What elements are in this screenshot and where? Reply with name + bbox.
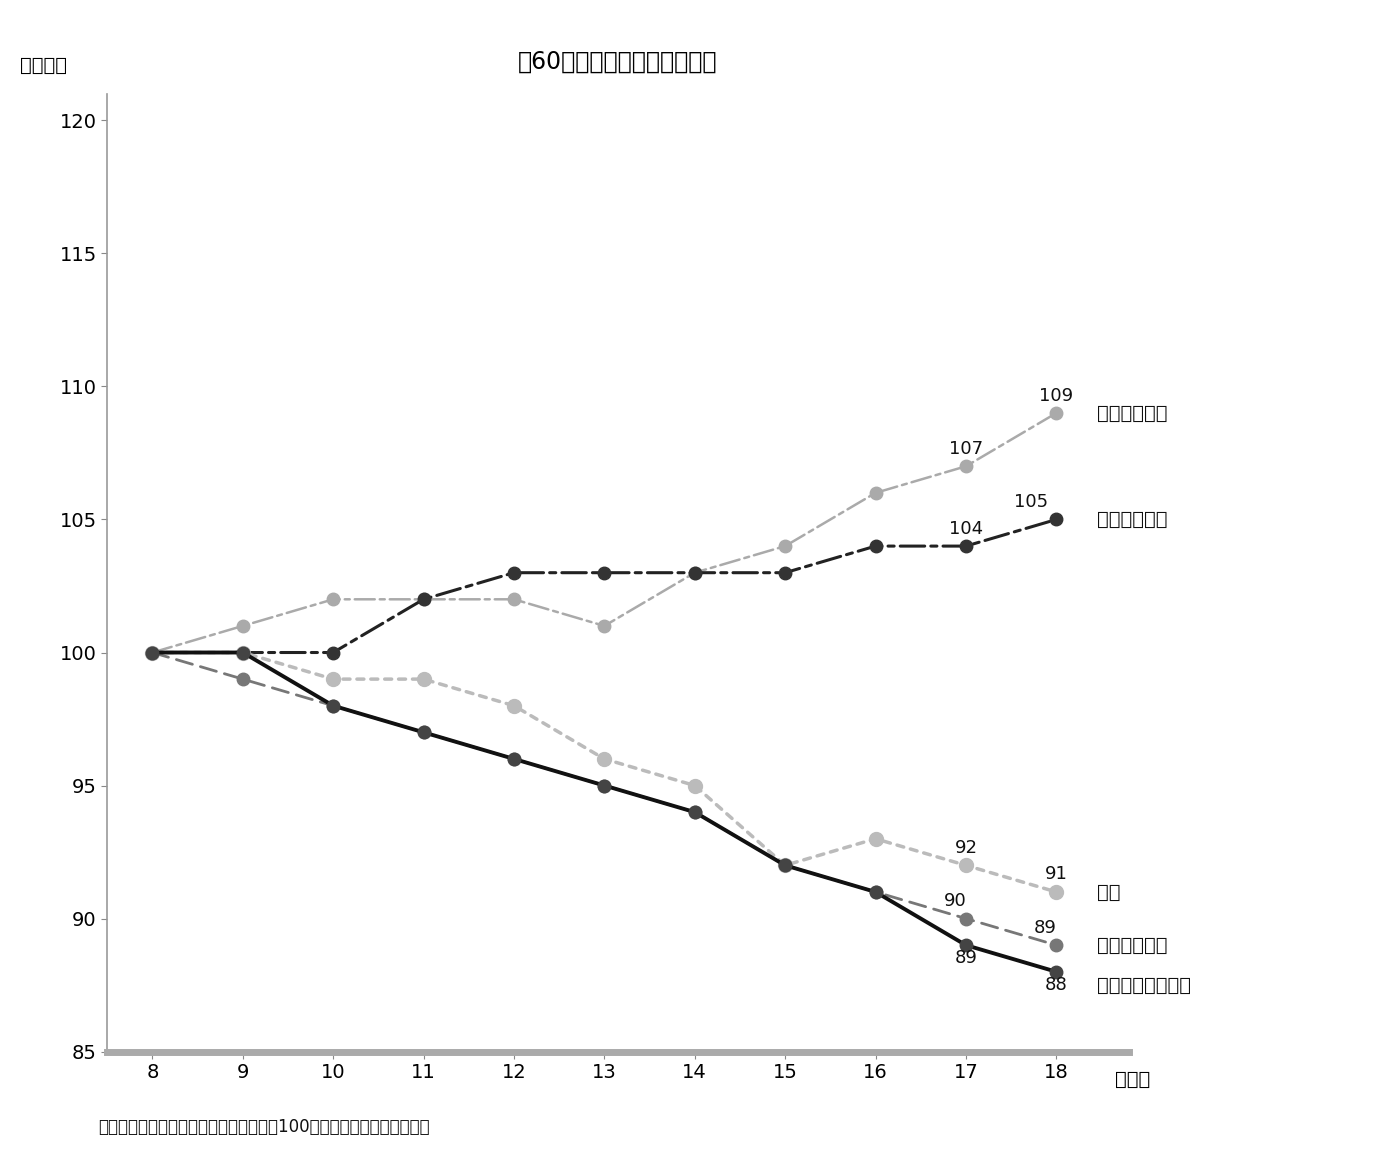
Text: 消防関係職員: 消防関係職員 [1098, 510, 1168, 529]
Text: （指数）: （指数） [21, 56, 67, 74]
Text: （年）: （年） [1114, 1070, 1151, 1089]
Text: 92: 92 [955, 839, 977, 857]
Text: 105: 105 [1014, 493, 1049, 511]
Text: 教育関係職員: 教育関係職員 [1098, 936, 1168, 954]
Text: 104: 104 [949, 520, 983, 538]
Text: 107: 107 [949, 440, 983, 457]
Text: 総計: 総計 [1098, 882, 1120, 901]
Text: 91: 91 [1044, 865, 1068, 884]
Text: 警察関係職員: 警察関係職員 [1098, 404, 1168, 423]
Text: 88: 88 [1044, 975, 1068, 994]
Text: 89: 89 [955, 950, 977, 967]
Text: 89: 89 [1033, 918, 1057, 937]
Text: 90: 90 [944, 892, 966, 910]
Text: 一般行政関係職員: 一般行政関係職員 [1098, 975, 1191, 995]
Title: 第60図　地方公務員数の推移: 第60図 地方公務員数の推移 [518, 50, 718, 74]
Text: （注）　平成８年４月１日現在の人数を100とした場合の指数である。: （注） 平成８年４月１日現在の人数を100とした場合の指数である。 [98, 1118, 430, 1135]
Text: 109: 109 [1039, 387, 1074, 404]
